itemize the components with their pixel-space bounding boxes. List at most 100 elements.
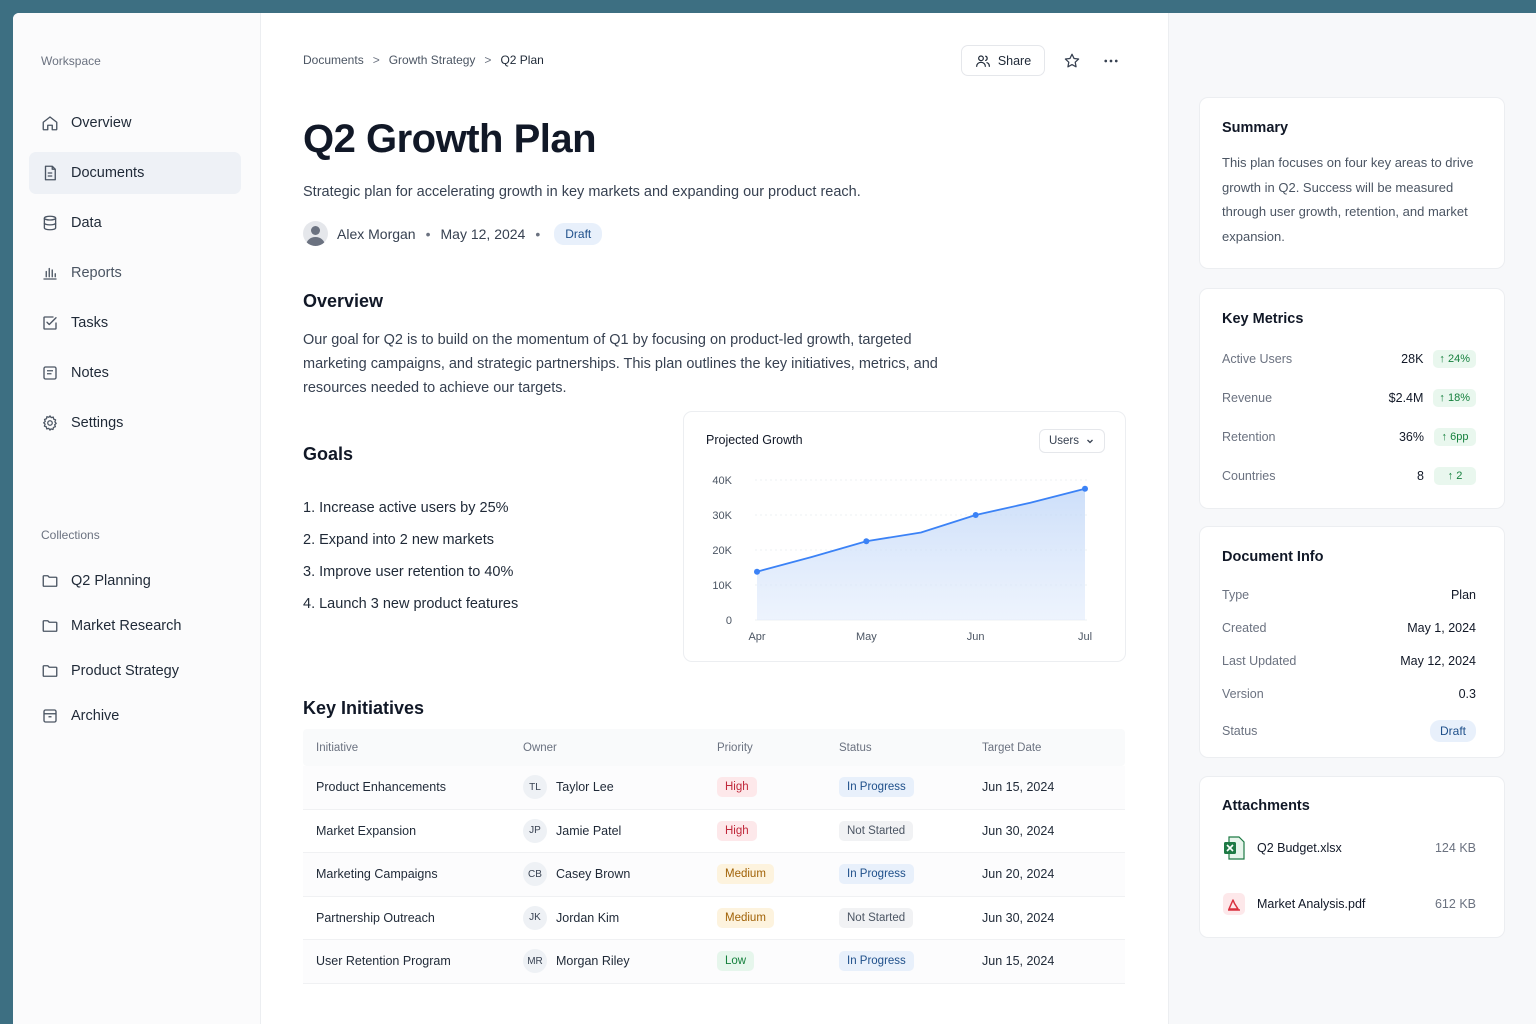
sidebar-item-tasks[interactable]: Tasks bbox=[29, 302, 241, 344]
overview-heading: Overview bbox=[303, 291, 384, 311]
separator-dot: • bbox=[535, 225, 541, 242]
column-header-owner[interactable]: Owner bbox=[523, 741, 557, 754]
folder-icon bbox=[41, 617, 59, 635]
status-badge: In Progress bbox=[839, 864, 914, 885]
status-badge: In Progress bbox=[839, 951, 914, 972]
attachment-item[interactable]: Market Analysis.pdf 612 KB bbox=[1222, 892, 1476, 916]
target-date-cell: Jun 30, 2024 bbox=[982, 910, 1055, 925]
y-tick-label: 10K bbox=[712, 580, 732, 592]
attachment-item[interactable]: Q2 Budget.xlsx 124 KB bbox=[1222, 836, 1476, 860]
sidebar-item-overview[interactable]: Overview bbox=[29, 102, 241, 144]
initiative-cell: Marketing Campaigns bbox=[316, 867, 438, 882]
x-tick-label: Apr bbox=[748, 631, 765, 643]
info-value: 0.3 bbox=[1458, 687, 1476, 701]
chart-metric-select-value: Users bbox=[1048, 435, 1079, 447]
info-row: Created May 1, 2024 bbox=[1222, 621, 1476, 635]
avatar bbox=[303, 221, 328, 246]
sidebar-item-label: Documents bbox=[71, 165, 145, 181]
share-button[interactable]: Share bbox=[961, 45, 1045, 76]
goal-item: 3. Improve user retention to 40% bbox=[303, 564, 514, 580]
sidebar: Workspace Overview Documents Data Report… bbox=[13, 13, 261, 1024]
status-cell: In Progress bbox=[839, 864, 982, 885]
priority-cell: Medium bbox=[717, 907, 839, 928]
overview-text: Our goal for Q2 is to build on the momen… bbox=[303, 332, 938, 396]
workspace-heading: Workspace bbox=[41, 54, 101, 68]
database-icon bbox=[41, 214, 59, 232]
star-icon[interactable] bbox=[1060, 49, 1084, 73]
priority-badge: Medium bbox=[717, 907, 774, 928]
status-badge: In Progress bbox=[839, 777, 914, 798]
collection-item-q2-planning[interactable]: Q2 Planning bbox=[29, 560, 241, 602]
sidebar-item-settings[interactable]: Settings bbox=[29, 402, 241, 444]
chart-metric-select[interactable]: Users bbox=[1038, 429, 1105, 453]
info-row: Type Plan bbox=[1222, 588, 1476, 602]
metric-value: 36% bbox=[1398, 430, 1424, 444]
breadcrumb-item-current: Q2 Plan bbox=[500, 53, 544, 67]
info-label: Status bbox=[1222, 724, 1258, 738]
target-date-cell: Jun 20, 2024 bbox=[982, 867, 1055, 882]
table-row[interactable]: Product Enhancements TL Taylor Lee High In P… bbox=[303, 766, 1125, 810]
owner-name: Jamie Patel bbox=[556, 823, 622, 838]
breadcrumb-item-documents[interactable]: Documents bbox=[303, 53, 364, 67]
metric-label: Countries bbox=[1222, 469, 1276, 483]
area-chart: 0 10K 20K 30K 40K Apr May Jun Jul bbox=[712, 475, 1092, 643]
info-value: May 1, 2024 bbox=[1407, 621, 1476, 635]
metric-value: 8 bbox=[1417, 469, 1424, 483]
table-row[interactable]: Market Expansion JP Jamie Patel High Not Sta… bbox=[303, 810, 1125, 853]
column-header-initiative[interactable]: Initiative bbox=[316, 741, 359, 754]
target-date-cell: Jun 30, 2024 bbox=[982, 823, 1055, 838]
owner-name: Morgan Riley bbox=[556, 954, 630, 969]
collection-item-archive[interactable]: Archive bbox=[29, 695, 241, 737]
more-options-icon[interactable] bbox=[1099, 49, 1123, 73]
collection-item-label: Q2 Planning bbox=[71, 573, 151, 589]
initiative-cell: Partnership Outreach bbox=[316, 910, 435, 925]
collection-item-market-research[interactable]: Market Research bbox=[29, 605, 241, 647]
owner-cell: CB Casey Brown bbox=[523, 862, 717, 887]
breadcrumb: Documents > Growth Strategy > Q2 Plan bbox=[303, 53, 544, 67]
chevron-right-icon: > bbox=[372, 53, 380, 67]
attachment-size: 612 KB bbox=[1434, 897, 1476, 911]
table-row[interactable]: User Retention Program MR Morgan Riley Low I… bbox=[303, 940, 1125, 984]
series-line bbox=[756, 487, 1086, 573]
chart-title: Projected Growth bbox=[706, 433, 803, 447]
author-name[interactable]: Alex Morgan bbox=[337, 225, 416, 242]
sidebar-item-notes[interactable]: Notes bbox=[29, 352, 241, 394]
info-row: Status Draft bbox=[1222, 720, 1476, 742]
avatar: TL bbox=[523, 775, 547, 800]
sidebar-item-documents[interactable]: Documents bbox=[29, 152, 241, 194]
collection-item-product-strategy[interactable]: Product Strategy bbox=[29, 650, 241, 692]
column-header-target-date[interactable]: Target Date bbox=[982, 741, 1042, 754]
data-point bbox=[1082, 485, 1088, 492]
table-row[interactable]: Partnership Outreach JK Jordan Kim Medium No… bbox=[303, 897, 1125, 940]
separator-dot: • bbox=[425, 225, 431, 242]
breadcrumb-item-growth-strategy[interactable]: Growth Strategy bbox=[388, 53, 476, 67]
sidebar-item-label: Data bbox=[71, 215, 102, 231]
sidebar-item-reports[interactable]: Reports bbox=[29, 252, 241, 294]
area-fill bbox=[757, 488, 1085, 620]
sidebar-item-data[interactable]: Data bbox=[29, 202, 241, 244]
owner-cell: JK Jordan Kim bbox=[523, 905, 717, 930]
initiatives-table: Initiative Owner Priority Status Target … bbox=[303, 729, 1125, 984]
status-cell: In Progress bbox=[839, 777, 982, 798]
column-header-status[interactable]: Status bbox=[839, 741, 872, 754]
note-icon bbox=[41, 364, 59, 382]
owner-name: Casey Brown bbox=[556, 867, 631, 882]
metric-value: 28K bbox=[1401, 352, 1424, 366]
goal-item: 1. Increase active users by 25% bbox=[303, 500, 509, 516]
initiative-cell: User Retention Program bbox=[316, 954, 451, 969]
metric-row: Countries 8 ↑ 2 bbox=[1222, 467, 1476, 485]
y-tick-label: 30K bbox=[712, 510, 732, 522]
metric-delta-badge: ↑ 18% bbox=[1433, 389, 1476, 407]
sidebar-item-label: Notes bbox=[71, 365, 109, 381]
column-header-priority[interactable]: Priority bbox=[717, 741, 753, 754]
x-tick-label: Jun bbox=[967, 631, 985, 643]
owner-cell: JP Jamie Patel bbox=[523, 818, 717, 843]
info-row: Version 0.3 bbox=[1222, 687, 1476, 701]
pdf-file-icon bbox=[1222, 892, 1246, 916]
metric-label: Revenue bbox=[1222, 391, 1273, 405]
attachments-card: Attachments Q2 Budget.xlsx 124 KB Market… bbox=[1199, 776, 1505, 938]
table-row[interactable]: Marketing Campaigns CB Casey Brown Medium In… bbox=[303, 853, 1125, 897]
main-content: Documents > Growth Strategy > Q2 Plan Sh… bbox=[261, 13, 1168, 1024]
metric-delta-badge: ↑ 2 bbox=[1434, 467, 1476, 485]
document-meta: Alex Morgan • May 12, 2024 • Draft bbox=[303, 221, 603, 246]
